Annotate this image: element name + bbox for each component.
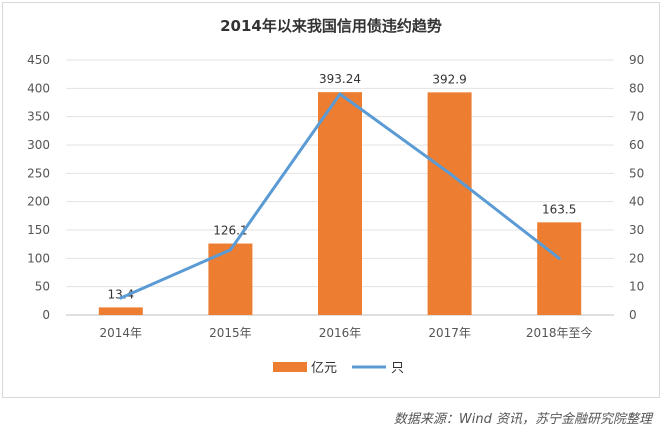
x-axis: 2014年 2015年 2016年 2017年 2018年至今 <box>100 325 593 340</box>
source-note: 数据来源：Wind 资讯，苏宁金融研究院整理 <box>393 412 652 427</box>
y-left-tick-label: 400 <box>27 81 50 95</box>
line-point <box>338 92 342 96</box>
bar-data-label: 126.1 <box>213 224 247 238</box>
bar-data-label: 392.9 <box>432 72 466 86</box>
x-tick-label: 2016年 <box>319 326 362 340</box>
y-left-tick-label: 350 <box>27 110 50 124</box>
y-right-tick-label: 30 <box>629 223 644 237</box>
y-right-tick-label: 0 <box>629 308 637 322</box>
y-left-tick-label: 450 <box>27 53 50 67</box>
y-right-tick-label: 20 <box>629 251 644 265</box>
legend: 亿元 只 <box>273 361 404 376</box>
y-left-tick-label: 250 <box>27 166 50 180</box>
y-axis-right: 0 10 20 30 40 50 60 70 80 90 <box>629 53 644 322</box>
y-left-tick-label: 0 <box>42 308 50 322</box>
line-point <box>228 248 232 252</box>
y-right-tick-label: 60 <box>629 138 644 152</box>
legend-label: 只 <box>391 361 404 376</box>
line-series <box>119 92 561 300</box>
bar-data-label: 393.24 <box>319 72 361 86</box>
y-left-tick-label: 200 <box>27 195 50 209</box>
legend-swatch-bar <box>273 362 307 372</box>
x-tick-label: 2015年 <box>209 326 252 340</box>
y-axis-left: 0 50 100 150 200 250 300 350 400 450 <box>27 53 50 322</box>
bar-series: 13.4 126.1 393.24 392.9 163.5 <box>98 72 582 316</box>
bar-data-label: 163.5 <box>542 202 576 216</box>
y-right-tick-label: 80 <box>629 81 644 95</box>
x-tick-label: 2017年 <box>428 326 471 340</box>
line-point <box>448 171 452 175</box>
bar <box>537 222 582 315</box>
bar <box>318 92 362 315</box>
y-right-tick-label: 90 <box>629 53 644 67</box>
y-right-tick-label: 40 <box>629 195 644 209</box>
y-right-tick-label: 50 <box>629 166 644 180</box>
y-right-tick-label: 70 <box>629 110 644 124</box>
line-point <box>119 296 123 300</box>
chart-title: 2014年以来我国信用债违约趋势 <box>220 17 442 35</box>
y-left-tick-label: 150 <box>27 223 50 237</box>
bar-data-label: 13.4 <box>107 287 134 301</box>
x-tick-label: 2018年至今 <box>526 325 593 340</box>
y-right-tick-label: 10 <box>629 280 644 294</box>
line-point <box>557 256 561 260</box>
y-left-tick-label: 100 <box>27 251 50 265</box>
bar <box>208 243 253 315</box>
bar <box>427 92 472 316</box>
legend-label: 亿元 <box>311 361 337 376</box>
bar <box>98 307 143 315</box>
y-left-tick-label: 300 <box>27 138 50 152</box>
x-tick-label: 2014年 <box>100 326 143 340</box>
y-left-tick-label: 50 <box>35 280 50 294</box>
